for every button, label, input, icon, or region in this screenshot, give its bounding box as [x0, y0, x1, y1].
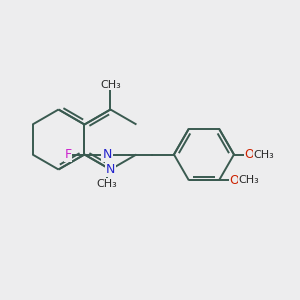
Text: CH₃: CH₃ [238, 176, 259, 185]
Text: O: O [244, 148, 254, 161]
Text: F: F [64, 148, 71, 161]
Text: O: O [230, 174, 239, 187]
Text: N: N [106, 163, 115, 176]
Text: CH₃: CH₃ [100, 80, 121, 90]
Text: CH₃: CH₃ [97, 178, 117, 189]
Text: CH₃: CH₃ [254, 149, 274, 160]
Text: N: N [102, 148, 112, 161]
